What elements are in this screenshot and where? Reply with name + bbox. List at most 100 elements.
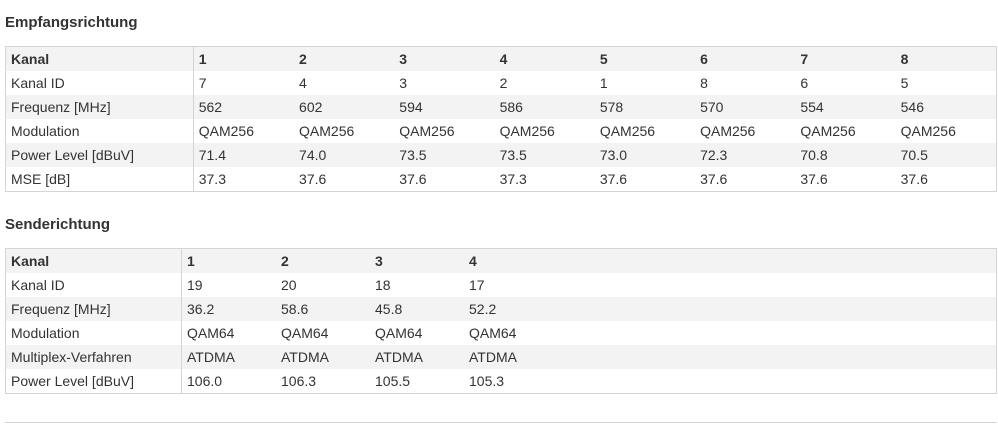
empty-cell <box>558 248 997 273</box>
cell: 18 <box>375 277 391 293</box>
cell: 6 <box>695 46 796 71</box>
cell: QAM64 <box>187 325 235 341</box>
table-row: MSE [dB] 37.3 37.6 37.6 37.3 37.6 37.6 37.6 37.6 <box>5 167 997 192</box>
cell: ATDMA <box>276 345 370 369</box>
cell: 106.0 <box>187 373 223 389</box>
cell: 105.5 <box>375 373 411 389</box>
table-row: Power Level [dBuV] 71.4 74.0 73.5 73.5 73.0 72… <box>5 143 997 167</box>
cell: 37.3 <box>198 171 226 187</box>
cell: 105.3 <box>469 373 505 389</box>
table-row: Kanal ID 19 20 18 17 <box>5 273 997 297</box>
cell: 37.3 <box>499 171 527 187</box>
empty-cell <box>558 321 997 345</box>
cell: 73.5 <box>494 143 595 167</box>
empty-cell <box>558 297 997 321</box>
section-title: Senderichtung <box>5 216 111 233</box>
cell: ATDMA <box>464 345 558 369</box>
empty-cell <box>558 345 997 369</box>
cell: QAM256 <box>499 123 555 139</box>
row-label: Power Level [dBuV] <box>5 143 194 167</box>
row-label: Power Level [dBuV] <box>5 369 182 394</box>
cell: 36.2 <box>181 297 276 321</box>
cell: 37.6 <box>599 171 628 187</box>
table-row: Kanal ID 7 4 3 2 1 8 6 5 <box>5 71 997 95</box>
cell: QAM256 <box>900 123 956 139</box>
cell: 37.6 <box>800 171 828 187</box>
cell: QAM64 <box>469 325 517 341</box>
cell: 1 <box>599 75 608 91</box>
cell: 2 <box>276 248 370 273</box>
header-row: Kanal 1 2 3 4 5 6 7 8 <box>5 46 997 71</box>
cell: 5 <box>900 75 909 91</box>
cell: 45.8 <box>370 297 464 321</box>
row-label: Modulation <box>5 321 182 345</box>
row-label: Kanal ID <box>5 71 194 95</box>
cell: ATDMA <box>181 345 276 369</box>
row-label: Multiplex-Verfahren <box>5 345 182 369</box>
cell: 20 <box>281 277 297 293</box>
cell: ATDMA <box>370 345 464 369</box>
cell: 586 <box>494 95 595 119</box>
cell: QAM256 <box>299 123 355 139</box>
cell: QAM256 <box>198 123 254 139</box>
cell: 37.6 <box>299 171 327 187</box>
cell: 1 <box>193 46 295 71</box>
cell: 5 <box>594 46 696 71</box>
channel-table: Kanal 1 2 3 4 5 6 7 8 Kanal ID 7 4 3 2 1 8 6 5 Frequenz [M… <box>5 46 997 192</box>
cell: 73.0 <box>594 143 696 167</box>
table-row: Multiplex-Verfahren ATDMA ATDMA ATDMA ATDMA <box>5 345 997 369</box>
section-title: Empfangsrichtung <box>5 14 138 31</box>
cell: 74.0 <box>294 143 395 167</box>
cell: QAM256 <box>700 123 756 139</box>
cell: 70.5 <box>895 143 997 167</box>
cell: 4 <box>299 75 307 91</box>
cell: 1 <box>181 248 276 273</box>
cell: 106.3 <box>281 373 317 389</box>
cell: 554 <box>795 95 896 119</box>
cell: QAM64 <box>375 325 423 341</box>
row-label: Kanal <box>5 46 194 71</box>
table-row: Frequenz [MHz] 36.2 58.6 45.8 52.2 <box>5 297 997 321</box>
cell: 3 <box>370 248 464 273</box>
cell: 52.2 <box>464 297 558 321</box>
cell: 3 <box>399 75 408 91</box>
channel-table: Kanal 1 2 3 4 Kanal ID 19 20 18 17 Frequenz [MHz] 3… <box>5 248 997 394</box>
cell: 58.6 <box>276 297 370 321</box>
cell: 70.8 <box>795 143 896 167</box>
cell: 2 <box>499 75 508 91</box>
cell: 7 <box>795 46 896 71</box>
cell: 562 <box>193 95 295 119</box>
row-label: Modulation <box>5 119 194 143</box>
cell: 602 <box>294 95 395 119</box>
table-row: Frequenz [MHz] 562 602 594 586 578 570 554 546 <box>5 95 997 119</box>
cell: 8 <box>895 46 997 71</box>
cell: 7 <box>198 75 207 91</box>
cell: 546 <box>895 95 997 119</box>
cell: 73.5 <box>394 143 495 167</box>
cell: QAM256 <box>399 123 455 139</box>
cell: 72.3 <box>695 143 796 167</box>
cell: 570 <box>695 95 796 119</box>
empty-cell <box>558 273 997 297</box>
cell: QAM256 <box>599 123 656 139</box>
cell: 37.6 <box>900 171 928 187</box>
table-row: Modulation QAM64 QAM64 QAM64 QAM64 <box>5 321 997 345</box>
empty-cell <box>558 369 997 394</box>
cell: 2 <box>294 46 395 71</box>
cell: 4 <box>494 46 595 71</box>
cell: 594 <box>394 95 495 119</box>
cell: 19 <box>187 277 203 293</box>
row-label: Kanal <box>5 248 182 273</box>
cell: 17 <box>469 277 485 293</box>
cell: QAM256 <box>800 123 856 139</box>
table-row: Modulation QAM256 QAM256 QAM256 QAM256 QAM256… <box>5 119 997 143</box>
cell: 3 <box>394 46 495 71</box>
cell: 71.4 <box>193 143 295 167</box>
cell: 578 <box>594 95 696 119</box>
header-row: Kanal 1 2 3 4 <box>5 248 997 273</box>
cell: 4 <box>464 248 558 273</box>
cell: 6 <box>800 75 809 91</box>
row-label: MSE [dB] <box>5 167 194 192</box>
cell: 37.6 <box>700 171 728 187</box>
